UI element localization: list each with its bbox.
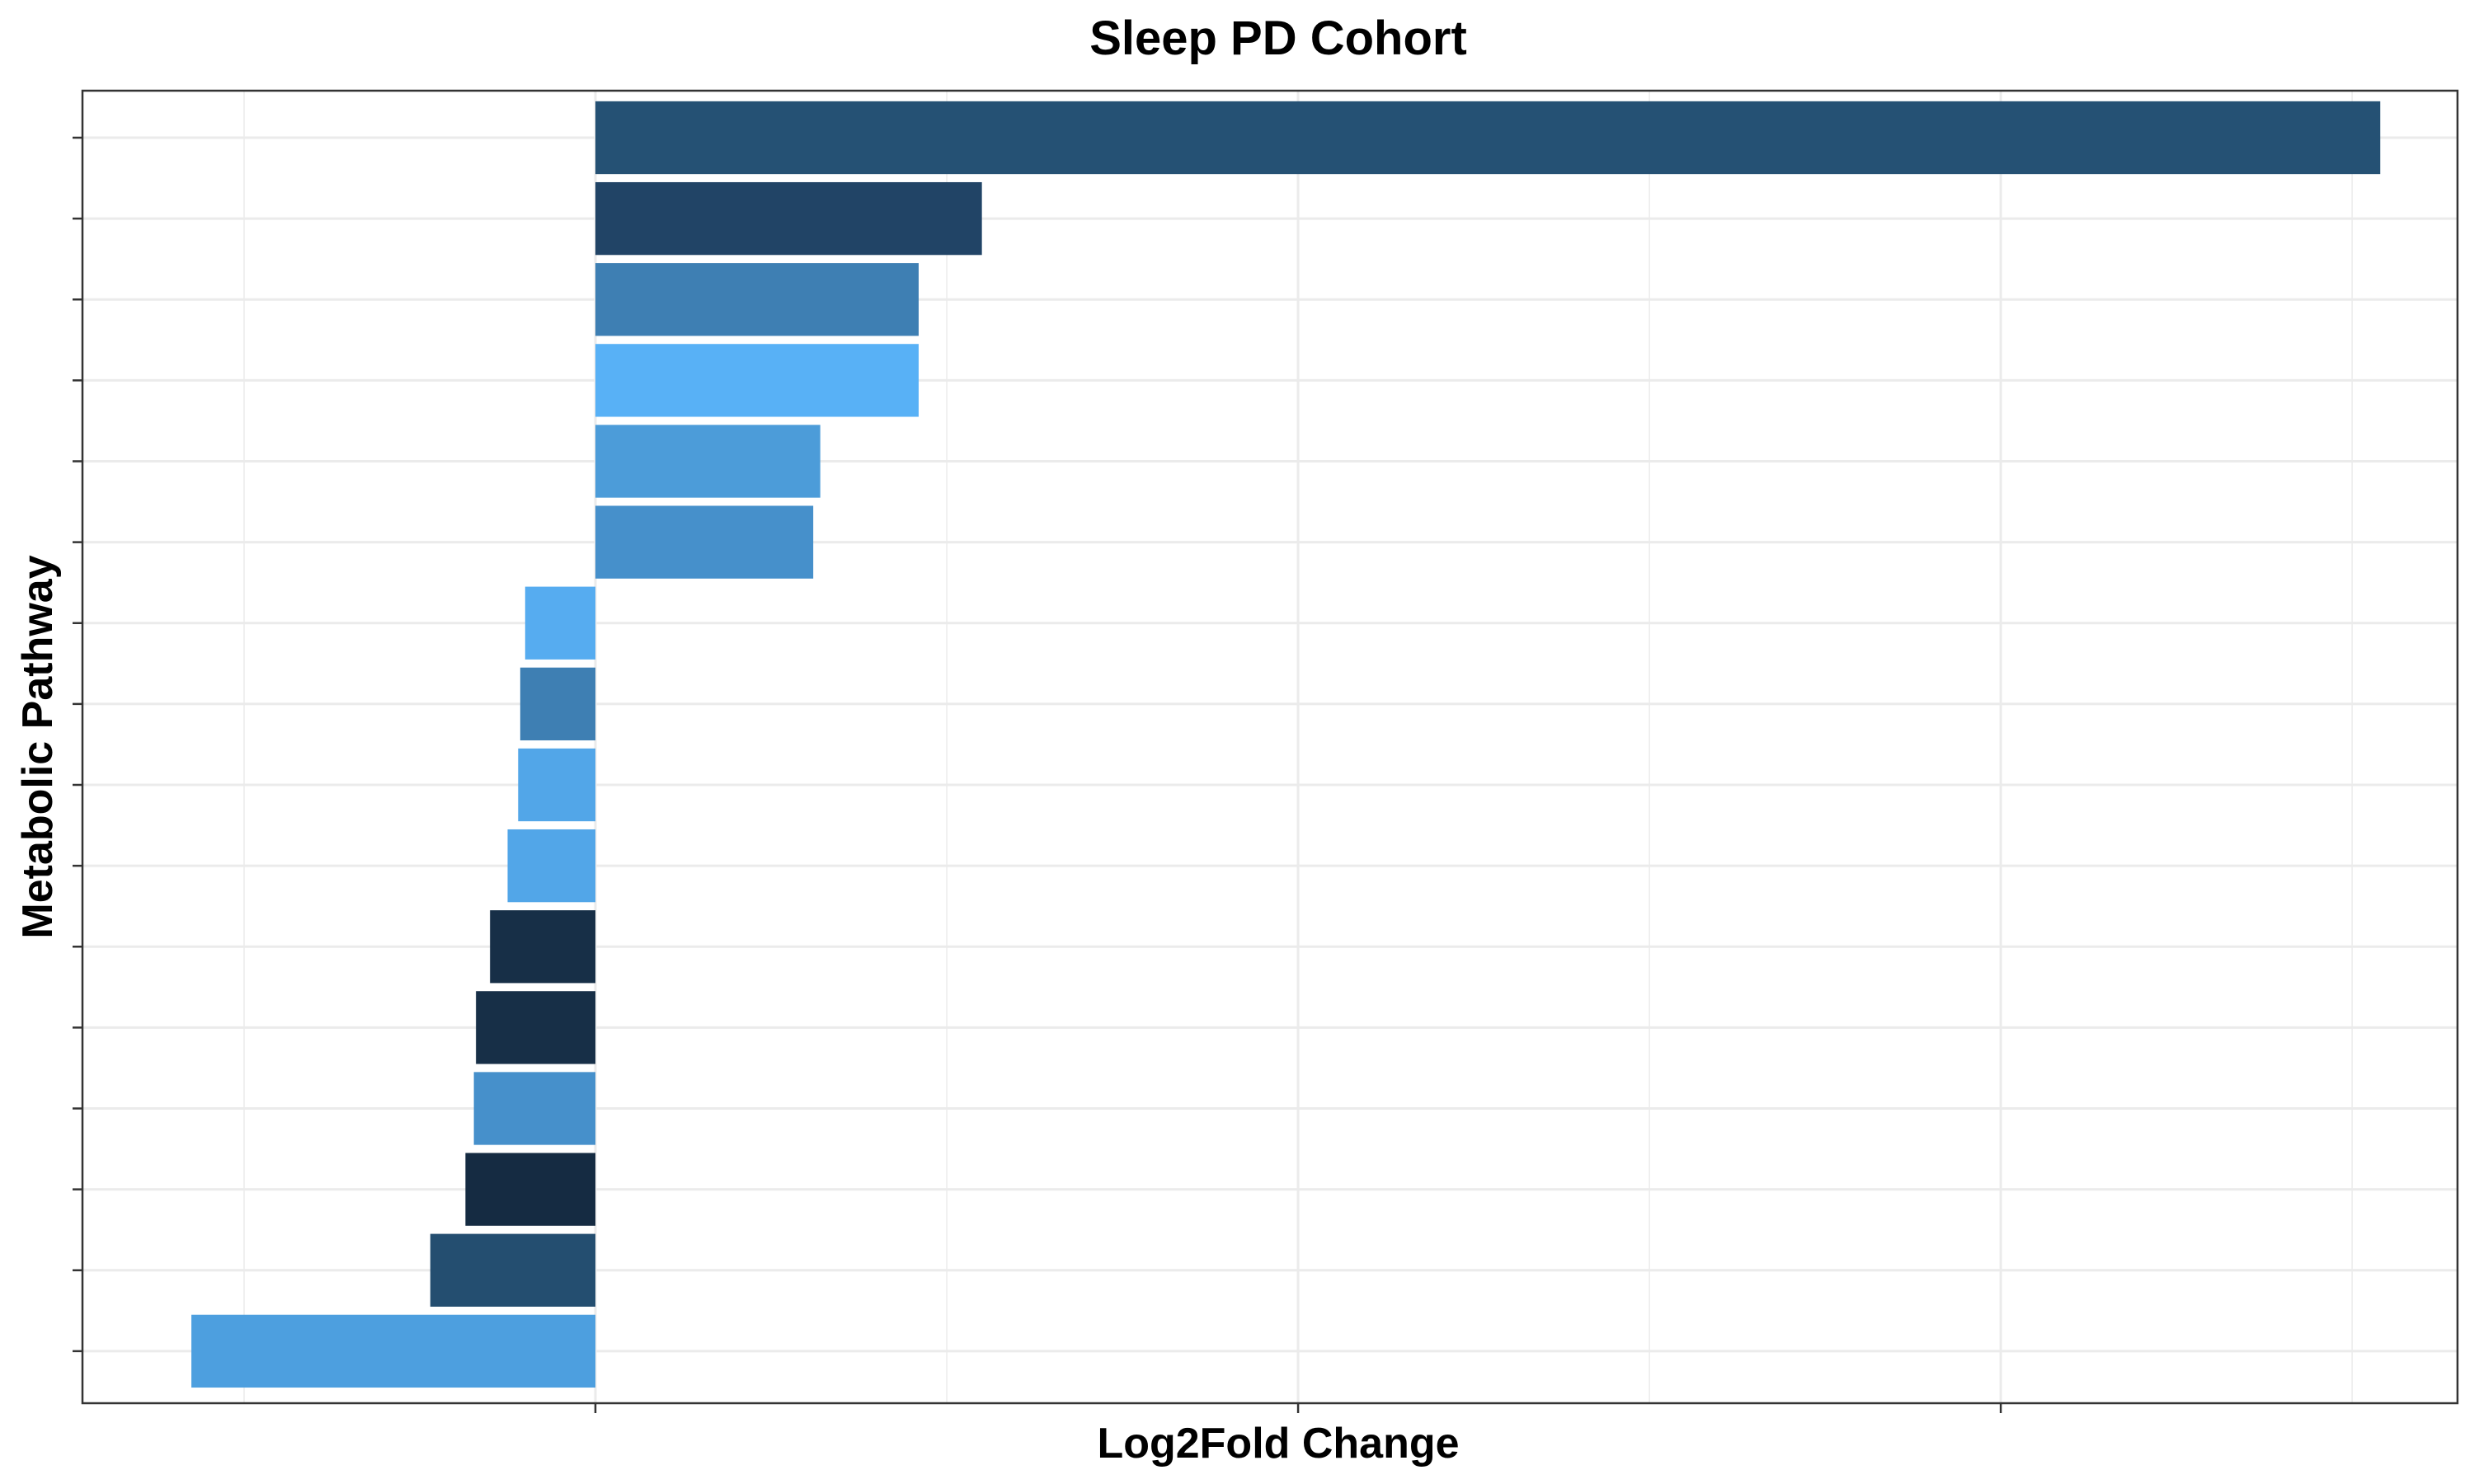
- bar: [490, 910, 596, 984]
- bar: [465, 1153, 596, 1226]
- y-axis-ticks: [73, 136, 82, 1353]
- bar: [518, 748, 596, 822]
- bar: [473, 1072, 596, 1145]
- bar: [595, 425, 821, 498]
- bar: [520, 667, 596, 741]
- bar: [430, 1233, 596, 1307]
- bar: [595, 101, 2381, 175]
- bar: [595, 505, 814, 579]
- chart-title: Sleep PD Cohort: [1089, 12, 1467, 65]
- bar: [524, 586, 596, 660]
- bar: [595, 181, 982, 256]
- gridlines: [82, 91, 2458, 1403]
- bars: [191, 101, 2381, 1388]
- bar: [595, 263, 919, 336]
- x-axis-title: Log2Fold Change: [1097, 1420, 1459, 1468]
- bar: [191, 1314, 596, 1388]
- bar: [595, 344, 919, 417]
- bar: [507, 829, 596, 903]
- y-axis-title: Metabolic Pathway: [14, 555, 62, 938]
- x-axis-ticks: [594, 1403, 2002, 1413]
- plot-panel-border: [81, 89, 2459, 1405]
- bar: [476, 991, 596, 1064]
